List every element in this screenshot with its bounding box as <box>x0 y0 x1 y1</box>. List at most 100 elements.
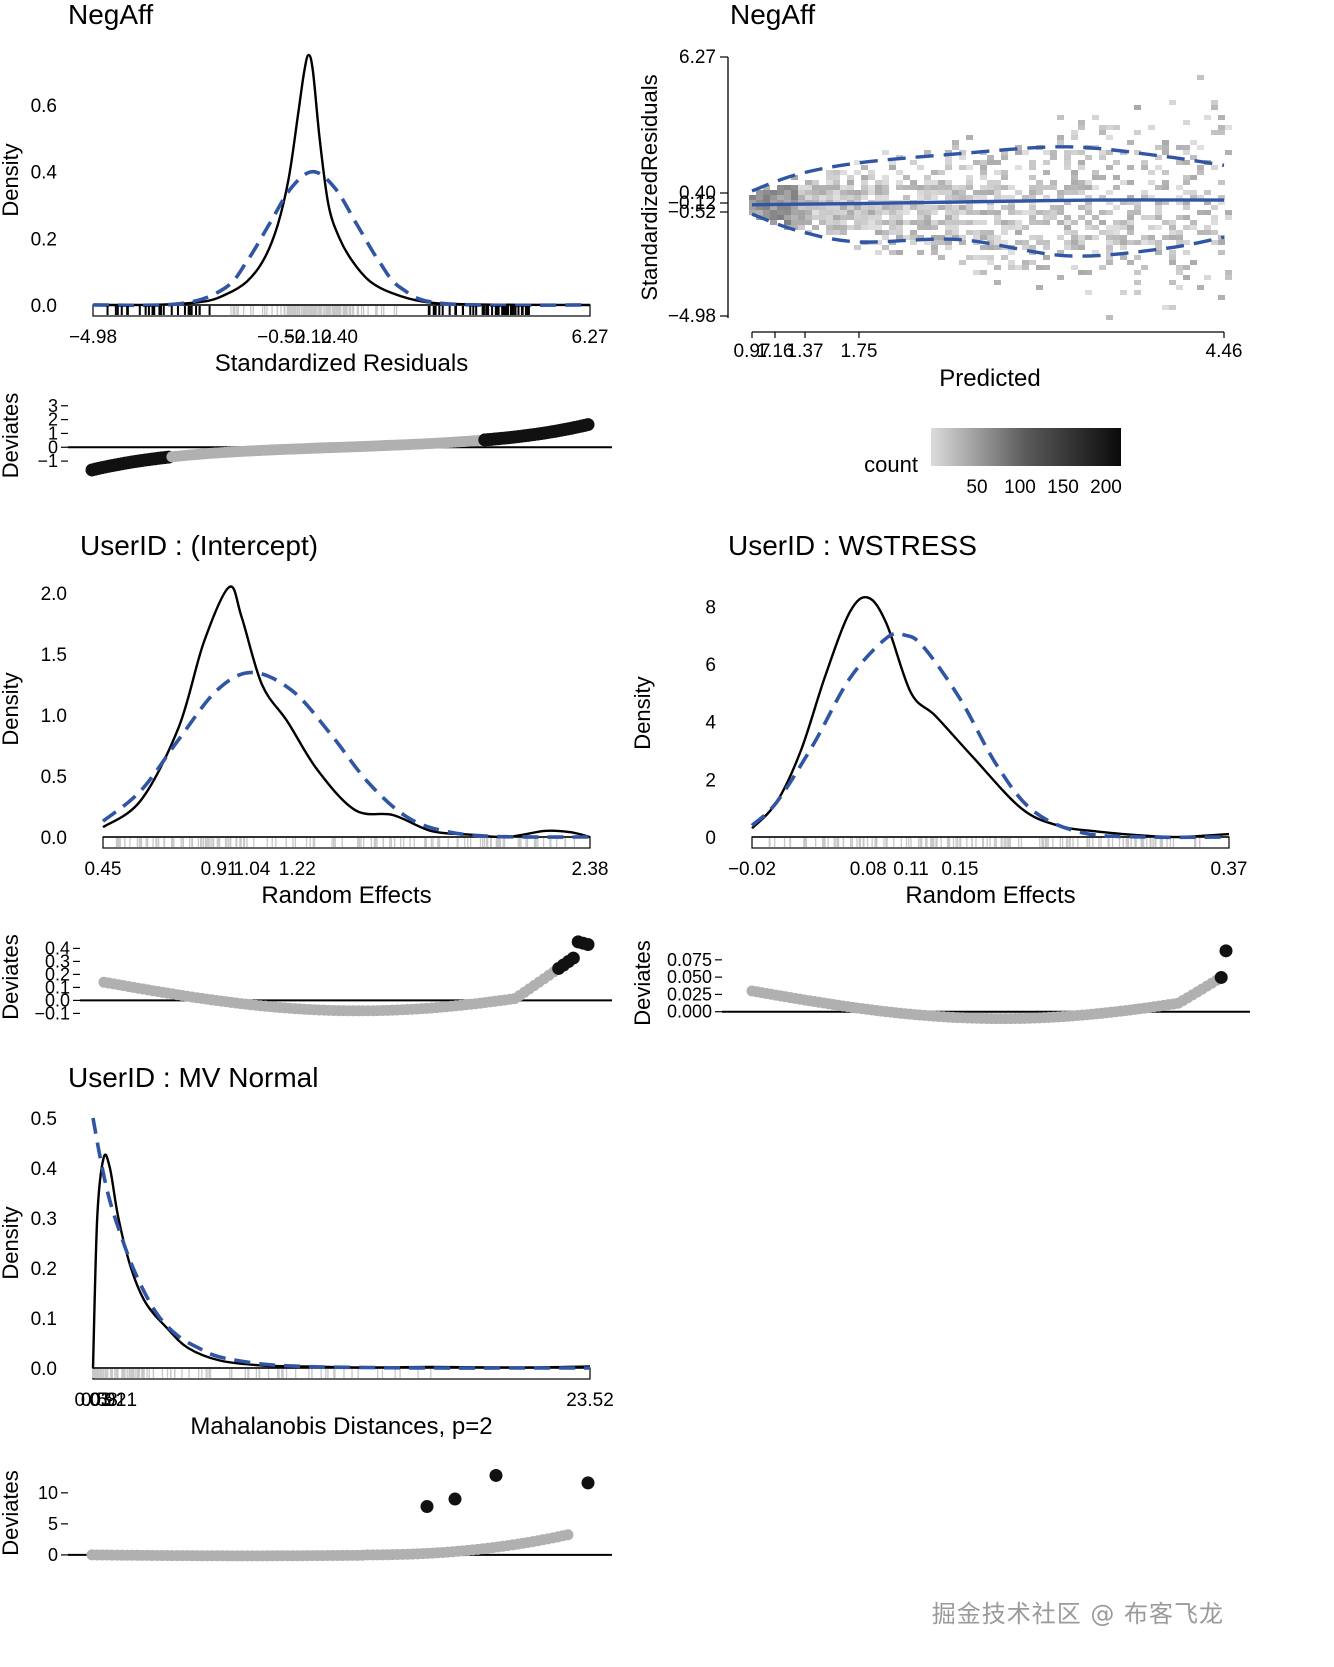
y-axis-label: Density <box>0 672 23 745</box>
count-bin <box>1211 105 1218 110</box>
count-bin <box>1015 265 1022 270</box>
count-bin <box>1113 205 1120 210</box>
count-bin <box>1085 235 1092 240</box>
count-bin <box>1057 115 1064 120</box>
count-bin <box>1148 225 1155 230</box>
count-bin <box>798 225 805 230</box>
count-bin <box>1015 220 1022 225</box>
count-bin <box>1008 210 1015 215</box>
count-bin <box>812 195 819 200</box>
count-bin <box>1008 220 1015 225</box>
count-bin <box>1190 140 1197 145</box>
count-bin <box>1085 180 1092 185</box>
count-bin <box>847 180 854 185</box>
x-axis-label: Predicted <box>939 365 1040 392</box>
y-tick-label: 0.1 <box>31 1309 57 1330</box>
count-bin <box>1197 210 1204 215</box>
count-bin <box>987 230 994 235</box>
count-bin <box>896 205 903 210</box>
count-bin <box>903 220 910 225</box>
count-bin <box>1071 220 1078 225</box>
y-tick-label: 1 <box>48 423 58 443</box>
count-bin <box>784 185 791 190</box>
count-bin <box>854 205 861 210</box>
count-bin <box>1092 215 1099 220</box>
count-bin <box>749 200 756 205</box>
count-bin <box>994 280 1001 285</box>
y-tick-label: 6 <box>705 655 716 676</box>
count-bin <box>812 180 819 185</box>
y-tick-label: 0.1 <box>45 977 70 997</box>
count-bin <box>966 230 973 235</box>
count-bin <box>931 240 938 245</box>
count-bin <box>1029 245 1036 250</box>
count-bin <box>973 230 980 235</box>
deviate-point <box>489 1468 503 1482</box>
count-bin <box>1197 145 1204 150</box>
count-bin <box>875 190 882 195</box>
count-bin <box>966 165 973 170</box>
count-bin <box>1022 260 1029 265</box>
count-bin <box>1211 220 1218 225</box>
x-tick-label: 0.03 <box>75 1390 112 1411</box>
count-bin <box>812 225 819 230</box>
x-tick-label: 6.27 <box>572 327 609 348</box>
count-bin <box>1183 175 1190 180</box>
count-bin <box>931 245 938 250</box>
legend-tick-label: 150 <box>1047 477 1079 498</box>
count-bin <box>1092 175 1099 180</box>
count-bin <box>805 205 812 210</box>
count-bin <box>861 175 868 180</box>
count-bin <box>826 195 833 200</box>
count-bin <box>756 190 763 195</box>
count-bin <box>847 185 854 190</box>
count-bin <box>1043 160 1050 165</box>
count-bin <box>861 185 868 190</box>
count-bin <box>861 225 868 230</box>
count-bin <box>1127 165 1134 170</box>
legend-title: count <box>864 452 918 477</box>
count-bin <box>945 215 952 220</box>
count-bin <box>1064 215 1071 220</box>
count-bin <box>1064 160 1071 165</box>
count-bin <box>1120 255 1127 260</box>
count-bin <box>1071 150 1078 155</box>
count-bin <box>840 170 847 175</box>
rug-box <box>92 304 591 317</box>
count-bin <box>1043 150 1050 155</box>
count-bin <box>931 220 938 225</box>
count-bin <box>861 210 868 215</box>
count-bin <box>833 205 840 210</box>
count-bin <box>791 175 798 180</box>
count-bin <box>1043 185 1050 190</box>
count-bin <box>847 215 854 220</box>
count-bin <box>1043 255 1050 260</box>
count-bin <box>854 215 861 220</box>
x-tick-label: −4.98 <box>69 327 117 348</box>
count-bin <box>1050 180 1057 185</box>
count-bin <box>1183 190 1190 195</box>
count-bin <box>770 200 777 205</box>
count-bin <box>910 230 917 235</box>
x-tick-label: 0.40 <box>321 327 358 348</box>
count-bin <box>1218 250 1225 255</box>
count-bin <box>826 170 833 175</box>
count-bin <box>826 215 833 220</box>
count-bin <box>1113 175 1120 180</box>
count-bin <box>1085 225 1092 230</box>
count-bin <box>924 195 931 200</box>
count-bin <box>1001 205 1008 210</box>
count-bin <box>1113 230 1120 235</box>
count-bin <box>1099 230 1106 235</box>
x-axis-label: Mahalanobis Distances, p=2 <box>190 1413 492 1440</box>
count-bin <box>875 215 882 220</box>
count-bin <box>1043 220 1050 225</box>
normal-reference-curve <box>91 1117 590 1370</box>
count-bin <box>945 195 952 200</box>
count-bin <box>833 185 840 190</box>
y-tick-label: 0.4 <box>45 938 70 958</box>
legend-colorbar <box>931 428 1121 466</box>
count-bin <box>938 255 945 260</box>
count-bin <box>931 180 938 185</box>
count-bin <box>1064 190 1071 195</box>
